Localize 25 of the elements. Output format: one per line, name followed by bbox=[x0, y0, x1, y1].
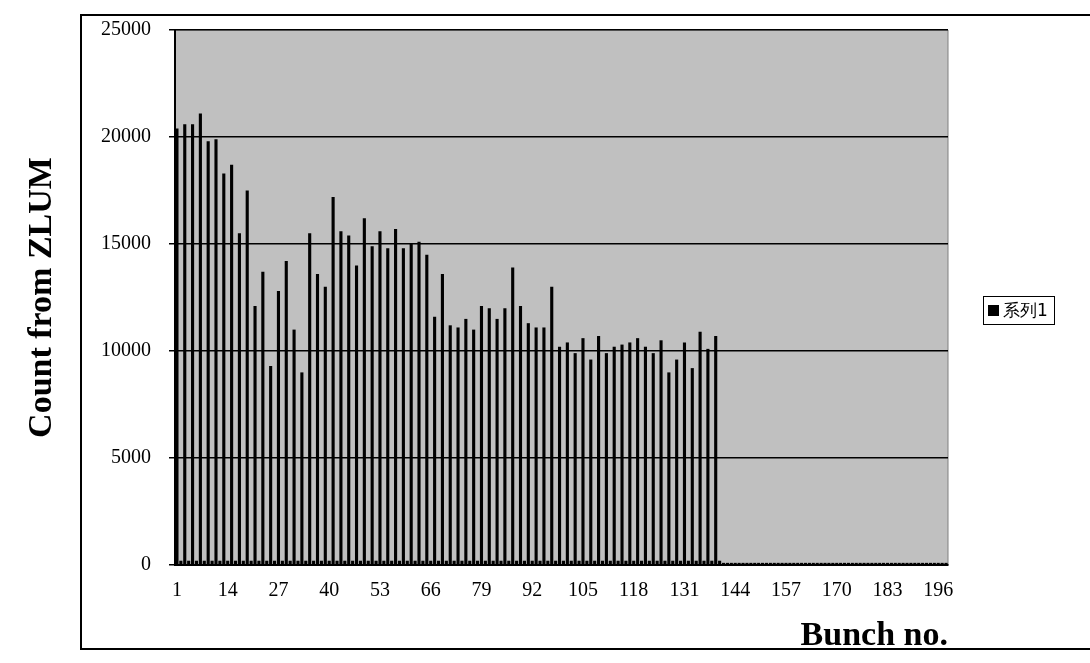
x-axis-title: Bunch no. bbox=[800, 615, 948, 653]
y-tick-label: 15000 bbox=[101, 231, 151, 254]
x-tick-label: 183 bbox=[872, 578, 903, 601]
x-tick-label: 66 bbox=[420, 578, 441, 601]
y-tick-label: 10000 bbox=[101, 338, 151, 361]
x-tick-label: 170 bbox=[821, 578, 852, 601]
y-tick-label: 5000 bbox=[111, 445, 151, 468]
x-tick-label: 144 bbox=[720, 578, 751, 601]
x-tick-label: 27 bbox=[268, 578, 289, 601]
x-tick-label: 40 bbox=[319, 578, 340, 601]
y-tick-label: 0 bbox=[141, 552, 151, 575]
x-tick-label: 131 bbox=[669, 578, 700, 601]
x-tick-label: 1 bbox=[171, 578, 182, 601]
x-tick-label: 79 bbox=[471, 578, 492, 601]
x-tick-label: 118 bbox=[619, 578, 649, 601]
x-tick-label: 53 bbox=[369, 578, 390, 601]
y-tick-label: 20000 bbox=[101, 124, 151, 147]
y-axis-title: Count from ZLUM bbox=[21, 157, 59, 438]
x-tick-label: 92 bbox=[522, 578, 543, 601]
x-tick-label: 196 bbox=[923, 578, 954, 601]
y-tick-label: 25000 bbox=[101, 17, 151, 40]
legend-label: 系列1 bbox=[1003, 299, 1048, 322]
x-tick-label: 157 bbox=[770, 578, 801, 601]
x-tick-label: 14 bbox=[217, 578, 238, 601]
x-tick-label: 105 bbox=[567, 578, 598, 601]
